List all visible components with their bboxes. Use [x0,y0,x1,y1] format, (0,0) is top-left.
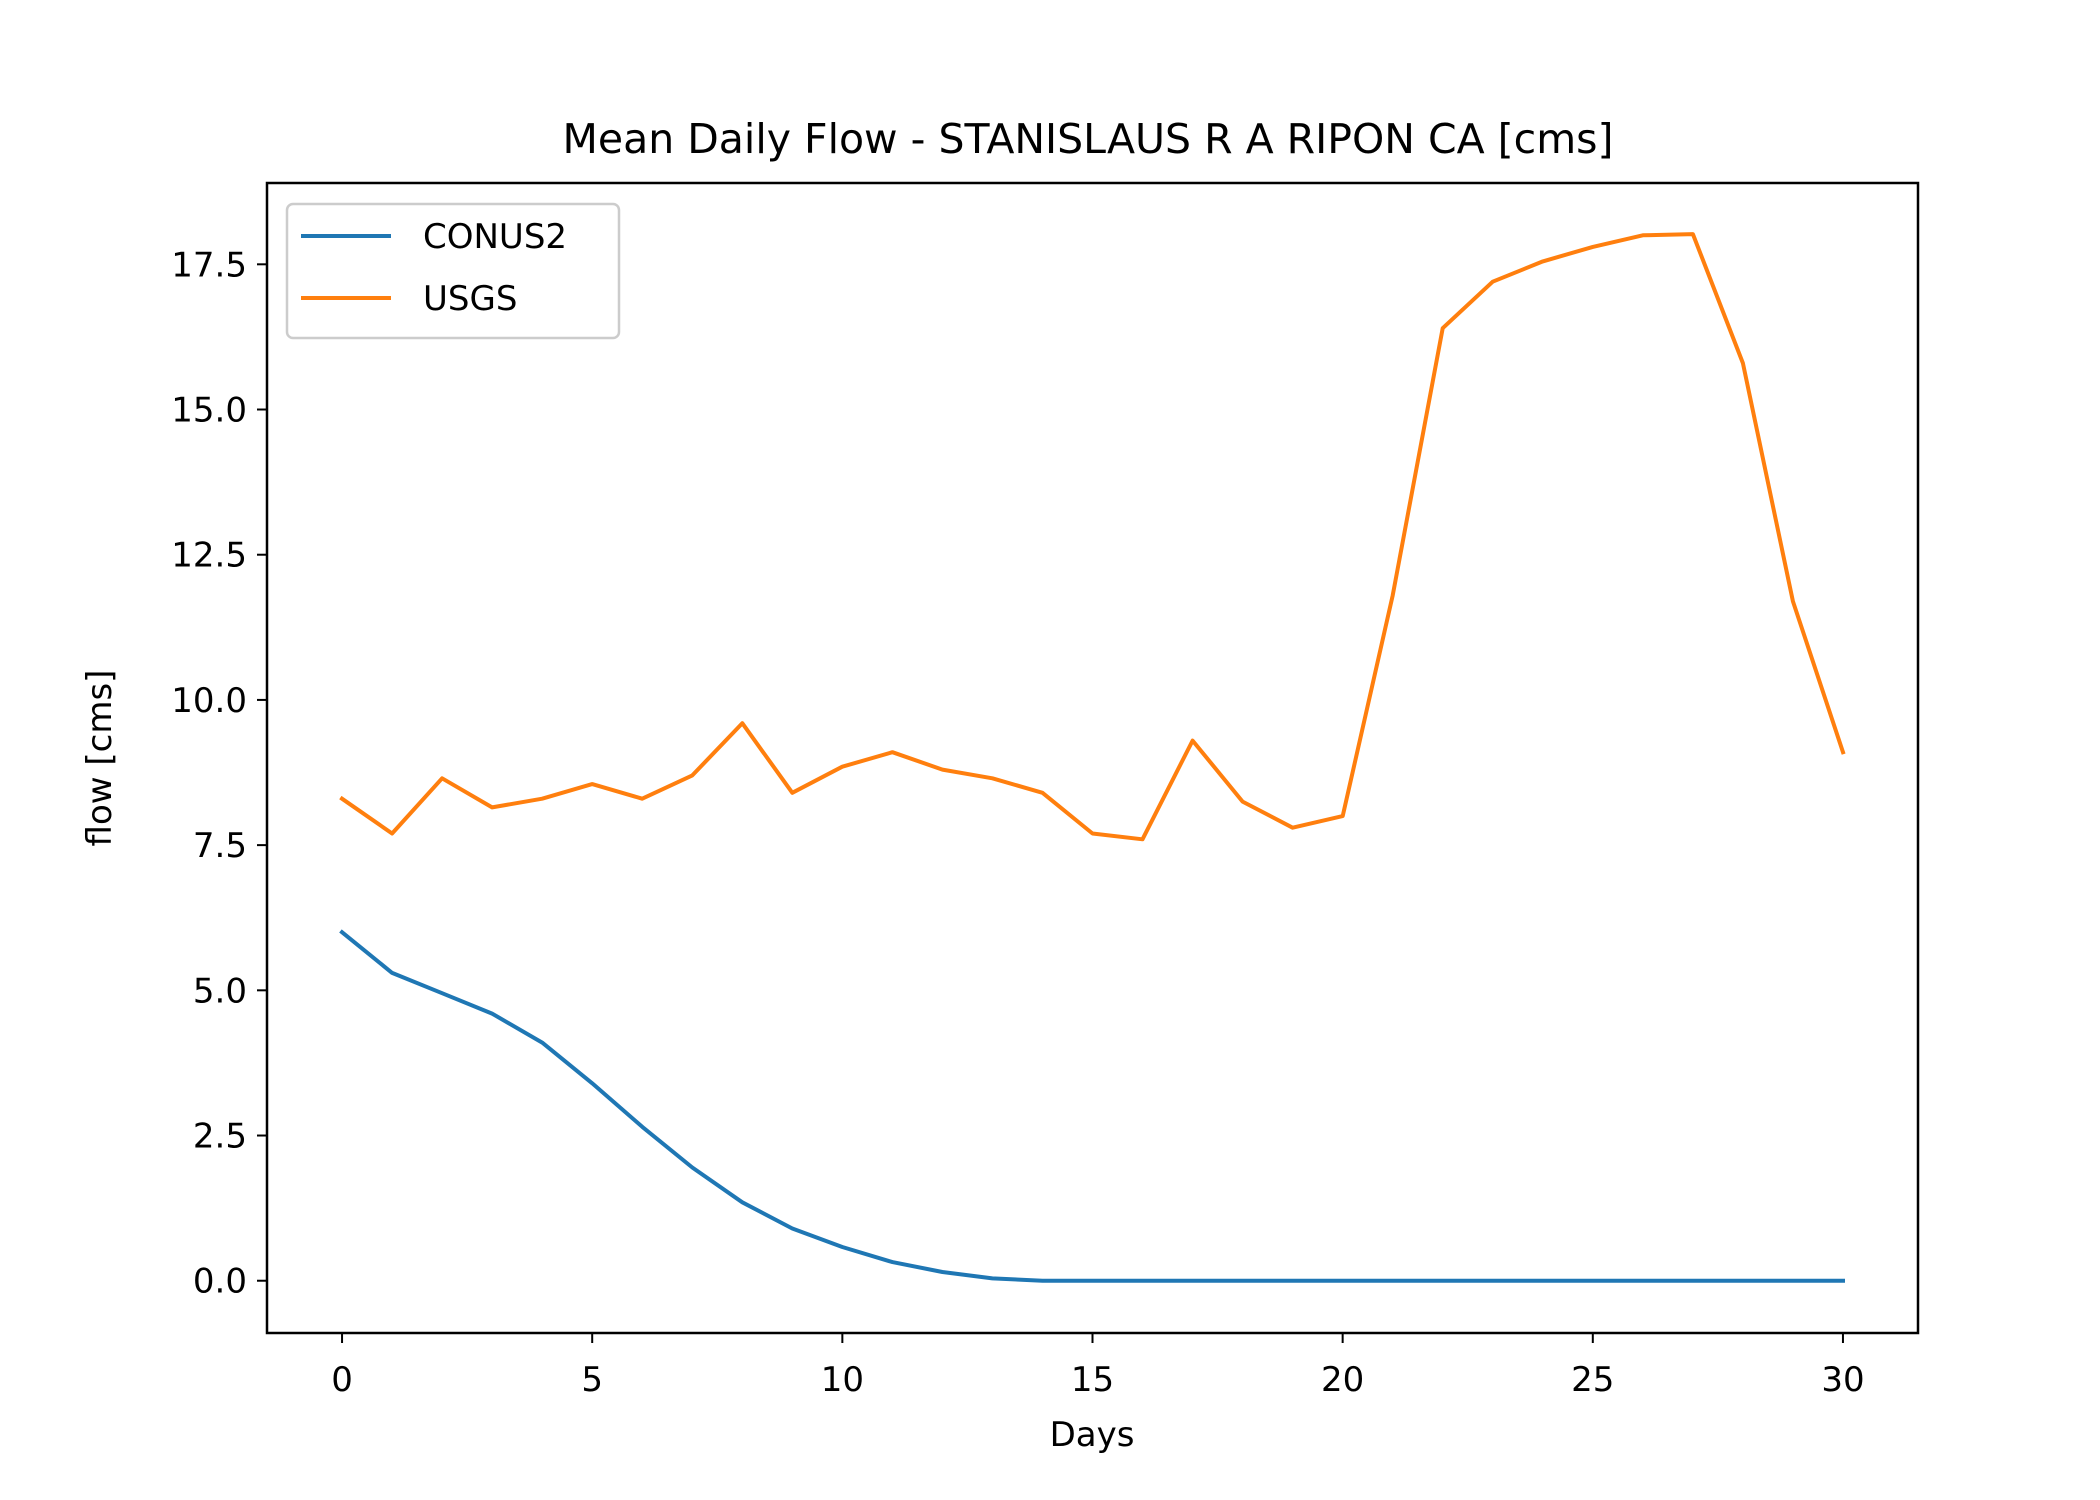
series-line-conus2 [339,929,1845,1283]
y-tick-label: 5.0 [193,971,247,1011]
x-tick-label: 20 [1321,1360,1364,1400]
x-tick-label: 10 [821,1360,864,1400]
x-axis: 0 5 10 15 20 25 30 [331,1333,1865,1400]
y-tick-label: 15.0 [171,391,247,431]
y-tick-label: 17.5 [171,245,247,285]
x-tick-label: 0 [331,1360,353,1400]
y-tick-label: 7.5 [193,826,247,866]
y-axis: 0.0 2.5 5.0 7.5 10.0 12.5 15.0 17.5 [171,245,267,1302]
x-tick-label: 5 [581,1360,603,1400]
y-tick-label: 2.5 [193,1117,247,1157]
chart-title: Mean Daily Flow - STANISLAUS R A RIPON C… [562,115,1613,163]
y-tick-label: 10.0 [171,681,247,721]
y-axis-label: flow [cms] [80,670,120,847]
x-tick-label: 15 [1071,1360,1114,1400]
legend: CONUS2 USGS [285,202,621,340]
series-layer [339,232,1846,1283]
x-tick-label: 25 [1571,1360,1614,1400]
y-tick-label: 12.5 [171,536,247,576]
legend-items: CONUS2 USGS [301,217,567,319]
plot-area [265,181,1920,1335]
x-tick-label: 30 [1821,1360,1864,1400]
x-axis-label: Days [1050,1415,1135,1455]
y-tick-label: 0.0 [193,1262,247,1302]
legend-label-usgs: USGS [423,279,517,319]
series-line-usgs [339,232,1846,842]
axes-frame [265,181,1920,1335]
legend-label-conus2: CONUS2 [423,217,567,257]
